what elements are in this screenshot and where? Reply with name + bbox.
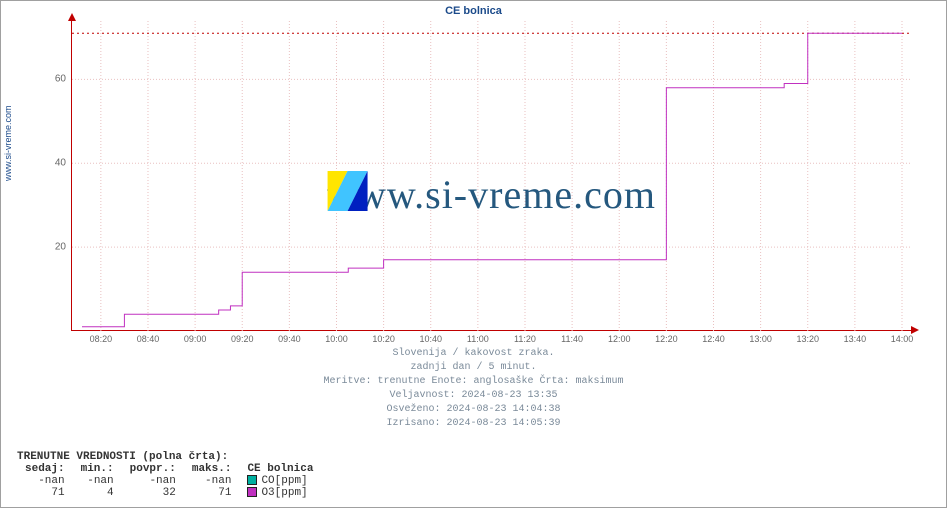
x-tick-label: 12:20	[655, 330, 678, 344]
x-tick-label: 11:40	[561, 330, 583, 344]
x-tick-label: 13:00	[749, 330, 772, 344]
caption-line: Slovenija / kakovost zraka.	[1, 347, 946, 361]
x-tick-label: 08:20	[90, 330, 113, 344]
caption-line: Veljavnost: 2024-08-23 13:35	[1, 389, 946, 403]
chart-title: CE bolnica	[1, 5, 946, 17]
legend-swatch	[247, 475, 257, 485]
chart-svg	[72, 21, 912, 331]
x-tick-label: 10:40	[419, 330, 442, 344]
x-tick-label: 10:20	[372, 330, 395, 344]
x-tick-label: 09:00	[184, 330, 207, 344]
table-heading: TRENUTNE VREDNOSTI (polna črta):	[17, 451, 321, 463]
table-row: -nan-nan-nan-nanCO[ppm]	[17, 475, 321, 487]
table-cell: -nan	[184, 475, 240, 487]
table-column-header: min.:	[73, 463, 122, 475]
table-series-label: CO[ppm]	[239, 475, 321, 487]
x-tick-label: 08:40	[137, 330, 160, 344]
caption-line: zadnji dan / 5 minut.	[1, 361, 946, 375]
table-location-header: CE bolnica	[239, 463, 321, 475]
table-row: 7143271O3[ppm]	[17, 487, 321, 499]
x-tick-label: 12:00	[608, 330, 631, 344]
table-series-label: O3[ppm]	[239, 487, 321, 499]
table-cell: 71	[184, 487, 240, 499]
y-axis-arrow	[68, 13, 76, 21]
table-cell: 71	[17, 487, 73, 499]
caption-line: Meritve: trenutne Enote: anglosaške Črta…	[1, 375, 946, 389]
x-tick-label: 14:00	[891, 330, 914, 344]
x-tick-label: 09:40	[278, 330, 301, 344]
x-tick-label: 13:40	[844, 330, 867, 344]
x-tick-label: 11:20	[514, 330, 536, 344]
x-tick-label: 13:20	[796, 330, 819, 344]
y-tick-label: 60	[55, 74, 72, 85]
caption-block: Slovenija / kakovost zraka.zadnji dan / …	[1, 347, 946, 431]
side-label: www.si-vreme.com	[3, 105, 13, 181]
chart-plot-area: 204060 08:2008:4009:0009:2009:4010:0010:…	[71, 21, 911, 331]
table-cell: 32	[122, 487, 184, 499]
x-tick-label: 11:00	[467, 330, 489, 344]
legend-swatch	[247, 487, 257, 497]
table-cell: -nan	[73, 475, 122, 487]
caption-line: Izrisano: 2024-08-23 14:05:39	[1, 417, 946, 431]
caption-line: Osveženo: 2024-08-23 14:04:38	[1, 403, 946, 417]
x-tick-label: 12:40	[702, 330, 725, 344]
table-cell: 4	[73, 487, 122, 499]
y-tick-label: 40	[55, 158, 72, 169]
table-cell: -nan	[122, 475, 184, 487]
table-cell: -nan	[17, 475, 73, 487]
table-column-header: maks.:	[184, 463, 240, 475]
x-tick-label: 09:20	[231, 330, 254, 344]
y-tick-label: 20	[55, 242, 72, 253]
x-tick-label: 10:00	[325, 330, 348, 344]
table-column-header: sedaj:	[17, 463, 73, 475]
values-table: TRENUTNE VREDNOSTI (polna črta): sedaj:m…	[17, 451, 321, 499]
table-column-header: povpr.:	[122, 463, 184, 475]
